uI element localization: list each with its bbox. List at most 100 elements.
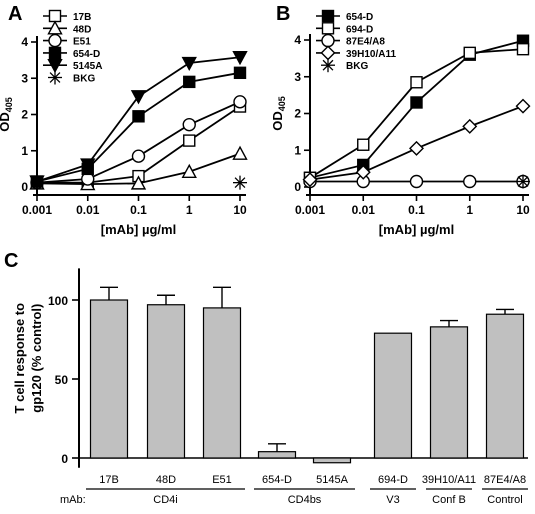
- series-694-d: [303, 42, 530, 185]
- point-e51: [182, 117, 196, 132]
- legend-label: 48D: [73, 24, 91, 35]
- bar-group-48d: [146, 294, 186, 459]
- series-39h10-a11: [302, 98, 531, 188]
- bar-group-694-d: [373, 332, 413, 459]
- point-654-d: [183, 75, 196, 89]
- y-tick-label: 1: [21, 144, 28, 158]
- point-694-d: [357, 138, 370, 151]
- x-tick-label: 0.01: [76, 203, 100, 217]
- group-label-v3: V3: [386, 494, 399, 506]
- bar-group-17b: [89, 286, 129, 459]
- legend-marker: [321, 9, 335, 23]
- panel-letter-b: B: [276, 3, 290, 25]
- point-654-d: [410, 96, 423, 109]
- legend-label: 694-D: [346, 24, 373, 35]
- x-tick-label: 0.1: [408, 203, 425, 217]
- group-label-cd4bs: CD4bs: [288, 494, 322, 506]
- x-axis-label: [mAb] µg/ml: [379, 222, 454, 237]
- x-tick-label: 0.001: [22, 203, 52, 217]
- point-17b: [183, 134, 196, 147]
- legend-marker: [321, 22, 335, 35]
- point-694-d: [463, 46, 476, 60]
- y-tick-label: 2: [294, 107, 301, 121]
- point-5145a: [29, 175, 45, 190]
- category-label-87e4-a8: 87E4/A8: [484, 474, 526, 486]
- panel-letter-c: C: [4, 250, 18, 272]
- point-87e4-a8: [409, 174, 424, 189]
- bar-group-e51: [202, 286, 242, 459]
- panel-a: A 0 1 2 3 4 0.001 0.01 0.1 1 10 [mAb] µg/ml OD405 17B…: [0, 3, 248, 237]
- point-39h10-a11: [515, 98, 531, 114]
- point-654-d: [233, 66, 247, 80]
- x-axis-label-main: [mAb]: [101, 222, 142, 237]
- category-label-39h10-a11: 39H10/A11: [422, 474, 476, 486]
- point-e51: [131, 149, 146, 163]
- y-tick-label: 3: [294, 70, 301, 84]
- legend-label: 5145A: [73, 61, 102, 72]
- point-e51: [233, 95, 247, 109]
- legend-label: BKG: [73, 74, 95, 85]
- y-tick-label: 4: [21, 35, 28, 49]
- x-tick-label: 1: [186, 203, 193, 217]
- y-tick-label: 0: [294, 180, 301, 194]
- legend-item-e51: E51: [43, 33, 91, 48]
- bar-group-654-d: [257, 443, 297, 459]
- point-39h10-a11: [409, 140, 424, 156]
- legend-marker-stroke: [322, 59, 334, 71]
- point-48d: [232, 145, 248, 160]
- legend-item-bkg: BKG: [321, 58, 368, 73]
- group-label-cd4i: CD4i: [153, 494, 177, 506]
- legend-label: E51: [73, 37, 91, 48]
- point-694-d: [516, 42, 530, 56]
- x-tick-label: 10: [516, 203, 530, 217]
- legend-item-39h10-a11: 39H10/A11: [316, 45, 396, 61]
- category-label-e51: E51: [212, 474, 232, 486]
- legend-item-87e4-a8: 87E4/A8: [316, 33, 385, 48]
- legend-item-17b: 17B: [43, 9, 91, 23]
- legend-item-654-d: 654-D: [43, 46, 100, 60]
- legend-marker: [47, 59, 63, 74]
- legend-item-bkg: BKG: [48, 70, 95, 85]
- x-tick-label: 0.01: [352, 203, 376, 217]
- y-axis-label: OD405: [0, 97, 14, 132]
- x-tick-label: 0.1: [130, 203, 147, 217]
- point-bkg: [233, 175, 247, 190]
- y-tick-label: 100: [48, 294, 68, 308]
- point-39h10-a11: [302, 172, 318, 188]
- category-label-5145a: 5145A: [316, 474, 348, 486]
- panel-c: C 0 50 100 T cell response to gp120 (% contro…: [4, 250, 528, 506]
- series-5145a: [29, 51, 248, 190]
- category-label-17b: 17B: [99, 474, 119, 486]
- point-5145a: [232, 51, 248, 66]
- point-48d: [181, 163, 197, 178]
- mab-prefix-label: mAb:: [60, 494, 86, 506]
- series-bkg: [516, 174, 530, 189]
- y-axis-label-main: OD: [270, 111, 285, 131]
- series-87e4-a8: [303, 174, 530, 189]
- series-654-d: [30, 66, 247, 188]
- legend-label: 39H10/A11: [346, 49, 396, 60]
- y-tick-label: 2: [21, 108, 28, 122]
- y-axis-label-main: OD: [0, 112, 12, 132]
- legend-item-48d: 48D: [43, 20, 91, 35]
- y-axis-label-sub: 405: [277, 96, 287, 111]
- legend-marker: [48, 46, 62, 60]
- x-axis-label-unit: µg/ml: [142, 222, 176, 237]
- point-87e4-a8: [463, 174, 477, 189]
- y-tick-label: 3: [21, 71, 28, 85]
- x-axis-label-unit: µg/ml: [420, 222, 454, 237]
- point-654-d: [132, 110, 145, 123]
- series-line-694-d: [309, 48, 524, 179]
- y-tick-label: 0: [21, 180, 28, 194]
- bar-17b: [89, 299, 129, 459]
- legend-item-5145a: 5145A: [43, 59, 102, 74]
- bar-87e4-a8: [485, 313, 525, 459]
- point-39h10-a11: [462, 118, 478, 134]
- bar-694-d: [373, 332, 413, 459]
- legend-marker: [48, 70, 62, 85]
- panel-letter-a: A: [8, 3, 22, 25]
- x-axis-label: [mAb] µg/ml: [101, 222, 176, 237]
